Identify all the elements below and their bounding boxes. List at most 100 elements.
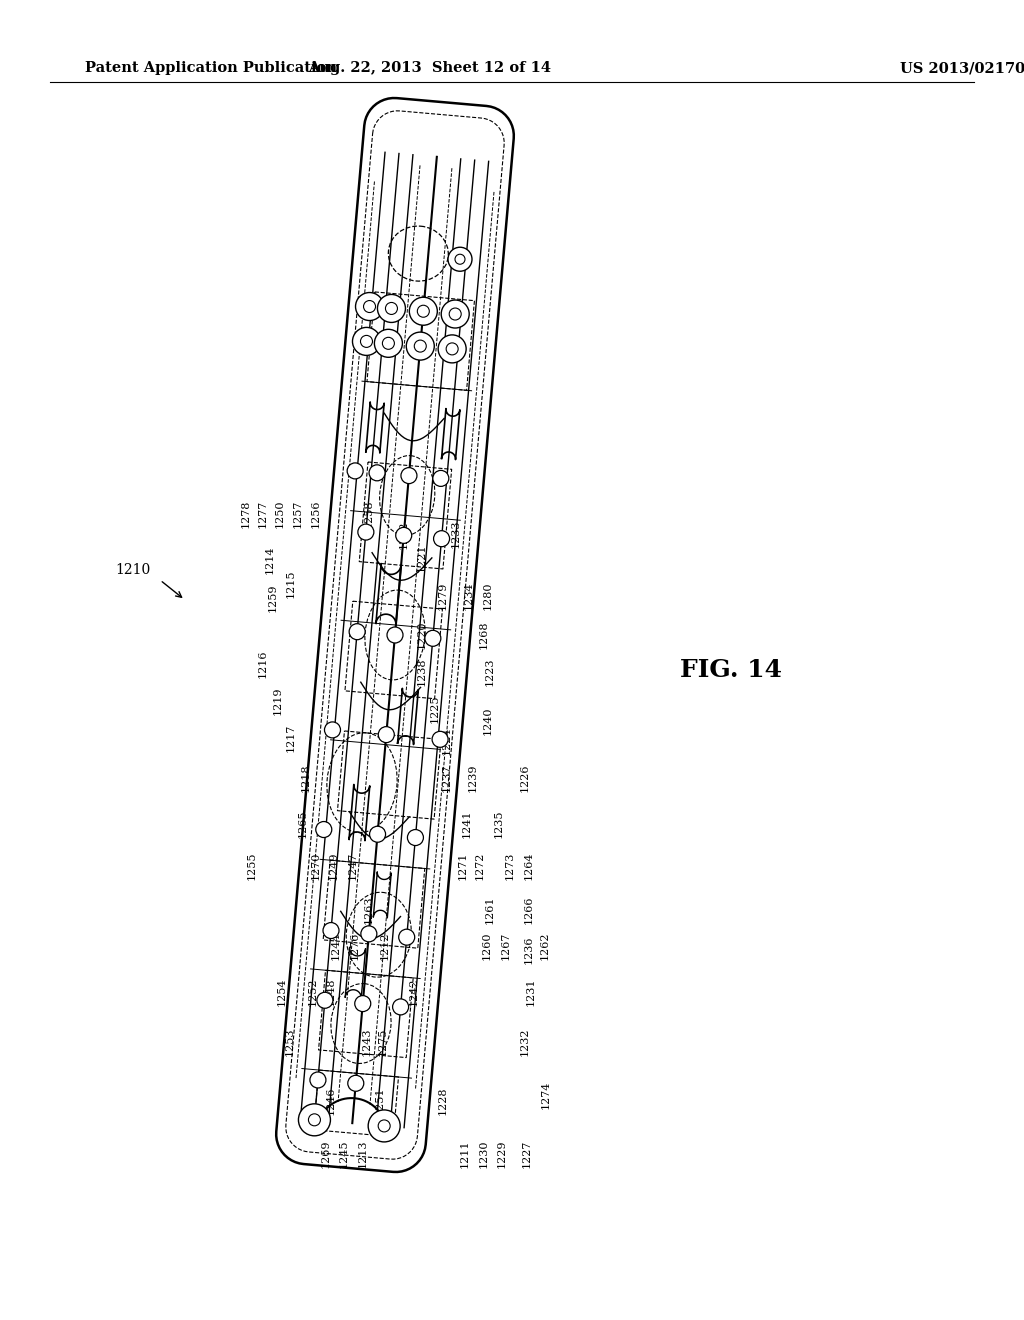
Circle shape <box>375 329 402 358</box>
Circle shape <box>347 463 364 479</box>
Circle shape <box>398 929 415 945</box>
Text: Aug. 22, 2013  Sheet 12 of 14: Aug. 22, 2013 Sheet 12 of 14 <box>308 61 552 75</box>
Text: 1263: 1263 <box>364 895 374 924</box>
Text: 1268: 1268 <box>478 620 488 649</box>
Circle shape <box>310 1072 326 1088</box>
Text: 1245: 1245 <box>339 1139 349 1168</box>
Circle shape <box>455 255 465 264</box>
Text: 1217: 1217 <box>286 725 296 752</box>
Text: 1210: 1210 <box>115 564 151 577</box>
Circle shape <box>349 623 366 640</box>
Circle shape <box>433 531 450 546</box>
Text: 1255: 1255 <box>247 851 257 880</box>
Circle shape <box>446 343 458 355</box>
Text: 1254: 1254 <box>276 977 287 1006</box>
Text: 1257: 1257 <box>293 500 303 528</box>
Text: 1246: 1246 <box>326 1086 336 1115</box>
Text: 1251: 1251 <box>375 1086 385 1115</box>
Circle shape <box>308 1114 321 1126</box>
Text: 1228: 1228 <box>437 1086 447 1115</box>
Circle shape <box>369 1110 400 1142</box>
Circle shape <box>433 470 449 486</box>
Circle shape <box>360 335 373 347</box>
Text: 1218: 1218 <box>300 763 310 792</box>
Text: 1242: 1242 <box>409 977 419 1006</box>
Text: 1232: 1232 <box>519 1027 529 1056</box>
Text: 1258: 1258 <box>364 499 374 528</box>
Circle shape <box>370 826 386 842</box>
Text: 1229: 1229 <box>497 1139 507 1168</box>
Text: 1272: 1272 <box>474 853 484 880</box>
Circle shape <box>357 524 374 540</box>
Circle shape <box>438 335 466 363</box>
Circle shape <box>395 528 412 544</box>
Text: 1271: 1271 <box>458 853 468 880</box>
Text: 1276: 1276 <box>349 932 359 960</box>
Text: 1248: 1248 <box>326 977 336 1006</box>
Circle shape <box>369 465 385 480</box>
Text: 1211: 1211 <box>460 1139 470 1168</box>
Text: 1219: 1219 <box>272 686 283 715</box>
Circle shape <box>355 293 384 321</box>
Text: 1236: 1236 <box>523 935 534 964</box>
Text: 1223: 1223 <box>484 657 495 686</box>
Circle shape <box>316 993 333 1008</box>
Text: 1264: 1264 <box>523 851 534 880</box>
Circle shape <box>410 297 437 325</box>
Text: 1275: 1275 <box>378 1028 388 1056</box>
Text: 1262: 1262 <box>540 931 550 960</box>
Text: 1239: 1239 <box>468 763 478 792</box>
Circle shape <box>323 923 339 939</box>
Text: 1225: 1225 <box>429 694 439 723</box>
Text: 1270: 1270 <box>310 853 321 880</box>
Text: 1261: 1261 <box>484 895 495 924</box>
Text: 1274: 1274 <box>541 1081 551 1109</box>
Text: 1265: 1265 <box>298 809 308 838</box>
Circle shape <box>407 333 434 360</box>
Text: 1235: 1235 <box>494 809 504 838</box>
Circle shape <box>378 294 406 322</box>
Text: 1259: 1259 <box>267 583 278 612</box>
Polygon shape <box>276 98 514 1172</box>
Text: 1233: 1233 <box>451 519 461 548</box>
Circle shape <box>378 726 394 743</box>
Text: 1213: 1213 <box>357 1139 368 1168</box>
Circle shape <box>348 1076 364 1092</box>
Text: 1278: 1278 <box>241 500 251 528</box>
Circle shape <box>392 999 409 1015</box>
Circle shape <box>408 829 424 846</box>
Circle shape <box>315 821 332 837</box>
Text: 1224: 1224 <box>441 726 452 755</box>
Text: 1220: 1220 <box>417 620 427 649</box>
Text: 1222: 1222 <box>398 520 409 549</box>
Text: 1279: 1279 <box>437 582 447 610</box>
Circle shape <box>352 327 381 355</box>
Text: 1230: 1230 <box>478 1139 488 1168</box>
Circle shape <box>325 722 341 738</box>
Text: 1237: 1237 <box>441 764 452 792</box>
Text: 1252: 1252 <box>307 977 317 1006</box>
Text: 1273: 1273 <box>505 853 515 880</box>
Circle shape <box>387 627 403 643</box>
Circle shape <box>441 300 469 329</box>
Circle shape <box>447 247 472 271</box>
Text: 1215: 1215 <box>286 569 296 598</box>
Circle shape <box>298 1104 331 1135</box>
Text: 1247: 1247 <box>347 853 357 880</box>
Text: 1221: 1221 <box>417 543 427 572</box>
Text: 1269: 1269 <box>321 1139 331 1168</box>
Circle shape <box>450 308 461 319</box>
Text: 1234: 1234 <box>464 581 474 610</box>
Text: 1243: 1243 <box>361 1027 372 1056</box>
Circle shape <box>385 302 397 314</box>
Text: 1267: 1267 <box>501 932 511 960</box>
Text: 1253: 1253 <box>285 1027 295 1056</box>
Text: 1212: 1212 <box>380 931 390 960</box>
Circle shape <box>378 1119 390 1133</box>
Text: 1260: 1260 <box>481 931 492 960</box>
Circle shape <box>401 467 417 483</box>
Text: 1241: 1241 <box>462 809 472 838</box>
Text: 1266: 1266 <box>523 895 534 924</box>
Circle shape <box>354 995 371 1011</box>
Text: Patent Application Publication: Patent Application Publication <box>85 61 337 75</box>
